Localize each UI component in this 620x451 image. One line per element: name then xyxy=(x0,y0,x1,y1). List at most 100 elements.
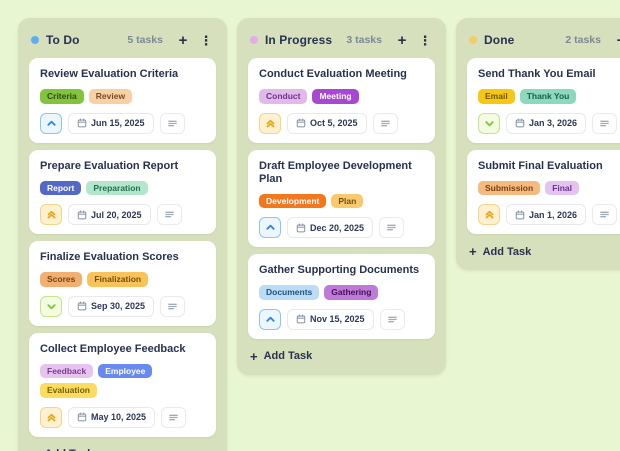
priority-button-high[interactable] xyxy=(40,406,62,428)
task-meta: Sep 30, 2025 xyxy=(40,295,205,317)
due-date-text: Jan 1, 2026 xyxy=(529,209,578,220)
add-task-label: Add Task xyxy=(482,245,532,258)
tag-list: Email Thank You xyxy=(478,89,620,104)
chevron-up-icon xyxy=(265,222,276,233)
description-button[interactable] xyxy=(379,308,405,330)
task-card[interactable]: Draft Employee Development Plan Developme… xyxy=(248,149,435,247)
add-card-button[interactable]: + xyxy=(613,32,620,48)
column-header: In Progress 3 tasks + ⋮ xyxy=(248,26,435,58)
task-card[interactable]: Submit Final Evaluation Submission Final Ja… xyxy=(467,149,620,234)
due-date-text: Jan 3, 2026 xyxy=(529,118,578,128)
tag-list: Criteria Review xyxy=(40,89,205,104)
card-list: Conduct Evaluation Meeting Conduct Meeting… xyxy=(248,58,435,339)
due-date-chip[interactable]: Jun 15, 2025 xyxy=(68,112,154,134)
calendar-icon xyxy=(77,210,87,220)
add-card-button[interactable]: + xyxy=(175,32,191,48)
chevron-down-icon xyxy=(46,301,57,312)
chevron-up-icon xyxy=(46,118,57,129)
description-button[interactable] xyxy=(592,112,618,134)
due-date-text: Nov 15, 2025 xyxy=(310,314,365,324)
due-date-text: Oct 5, 2025 xyxy=(310,118,358,128)
due-date-chip[interactable]: Jan 1, 2026 xyxy=(506,204,587,225)
notes-icon xyxy=(387,314,398,325)
priority-button-medium[interactable] xyxy=(40,112,62,134)
priority-button-low[interactable] xyxy=(40,295,62,317)
due-date-chip[interactable]: May 10, 2025 xyxy=(68,406,156,428)
tag: Preparation xyxy=(86,180,148,195)
chevron-up-icon xyxy=(265,314,276,325)
notes-icon xyxy=(164,209,175,220)
double-chevron-up-icon xyxy=(265,118,276,129)
due-date-chip[interactable]: Dec 20, 2025 xyxy=(287,217,374,238)
plus-icon: + xyxy=(250,348,258,364)
card-list: Review Evaluation Criteria Criteria Review… xyxy=(29,58,216,437)
calendar-icon xyxy=(296,223,306,233)
column-title: Done xyxy=(484,33,515,47)
priority-button-medium[interactable] xyxy=(259,217,281,238)
task-card[interactable]: Finalize Evaluation Scores Scores Finaliza… xyxy=(29,241,216,326)
column-task-count: 3 tasks xyxy=(346,34,382,46)
tag: Conduct xyxy=(259,89,308,104)
task-card[interactable]: Gather Supporting Documents Documents Gath… xyxy=(248,254,435,339)
due-date-text: Jul 20, 2025 xyxy=(91,209,142,220)
tag-list: Development Plan xyxy=(259,193,424,208)
column-menu-button[interactable]: ⋮ xyxy=(418,32,432,48)
tag: Final xyxy=(545,180,580,195)
description-button[interactable] xyxy=(379,217,405,238)
priority-button-high[interactable] xyxy=(478,204,500,225)
description-button[interactable] xyxy=(160,295,186,317)
tag: Criteria xyxy=(40,89,84,104)
plus-icon: + xyxy=(469,244,477,259)
column-title: In Progress xyxy=(265,33,333,47)
task-card[interactable]: Prepare Evaluation Report Report Preparati… xyxy=(29,149,216,234)
column-menu-button[interactable]: ⋮ xyxy=(199,32,213,48)
tag-list: Submission Final xyxy=(478,180,620,195)
due-date-chip[interactable]: Jul 20, 2025 xyxy=(68,204,151,225)
description-button[interactable] xyxy=(592,204,618,225)
description-button[interactable] xyxy=(159,112,185,134)
task-card[interactable]: Review Evaluation Criteria Criteria Review… xyxy=(29,58,216,143)
task-meta: Jan 1, 2026 xyxy=(478,204,620,225)
due-date-text: Jun 15, 2025 xyxy=(91,118,145,128)
add-task-button[interactable]: + Add Task xyxy=(248,350,314,363)
description-button[interactable] xyxy=(372,112,398,134)
tag: Review xyxy=(88,89,133,104)
tag: Submission xyxy=(478,180,541,195)
description-button[interactable] xyxy=(161,406,187,428)
priority-button-high[interactable] xyxy=(259,112,281,134)
description-button[interactable] xyxy=(156,204,182,225)
double-chevron-up-icon xyxy=(46,209,57,220)
task-card[interactable]: Conduct Evaluation Meeting Conduct Meeting… xyxy=(248,58,435,143)
task-title: Review Evaluation Criteria xyxy=(40,68,179,80)
tag: Meeting xyxy=(312,89,359,104)
tag-list: Conduct Meeting xyxy=(259,89,424,104)
notes-icon xyxy=(380,118,391,129)
calendar-icon xyxy=(296,118,306,128)
add-task-button[interactable]: + Add Task xyxy=(467,245,533,258)
column-in-progress: In Progress 3 tasks + ⋮ Conduct Evaluation M… xyxy=(237,18,446,375)
add-card-button[interactable]: + xyxy=(394,32,410,48)
due-date-chip[interactable]: Jan 3, 2026 xyxy=(506,112,587,134)
column-task-count: 2 tasks xyxy=(565,34,601,46)
priority-button-low[interactable] xyxy=(478,112,500,134)
tag: Report xyxy=(40,180,82,195)
task-meta: Jul 20, 2025 xyxy=(40,204,205,225)
due-date-text: Sep 30, 2025 xyxy=(91,301,146,311)
priority-button-medium[interactable] xyxy=(259,308,281,330)
tag-list: Scores Finalization xyxy=(40,272,205,287)
tag: Scores xyxy=(40,272,83,287)
task-card[interactable]: Collect Employee Feedback Feedback Employe… xyxy=(29,332,216,437)
task-title: Gather Supporting Documents xyxy=(259,264,420,276)
task-meta: Nov 15, 2025 xyxy=(259,308,424,330)
priority-button-high[interactable] xyxy=(40,204,62,225)
due-date-chip[interactable]: Oct 5, 2025 xyxy=(287,112,367,134)
task-meta: Jan 3, 2026 xyxy=(478,112,620,134)
add-task-button[interactable]: + Add Task xyxy=(29,448,95,451)
calendar-icon xyxy=(515,210,525,220)
kanban-board: To Do 5 tasks + ⋮ Review Evaluation Criteria… xyxy=(18,18,620,451)
tag: Thank You xyxy=(519,89,577,104)
due-date-chip[interactable]: Nov 15, 2025 xyxy=(287,308,374,330)
due-date-chip[interactable]: Sep 30, 2025 xyxy=(68,295,155,317)
task-card[interactable]: Send Thank You Email Email Thank You Jan 3,… xyxy=(467,58,620,143)
